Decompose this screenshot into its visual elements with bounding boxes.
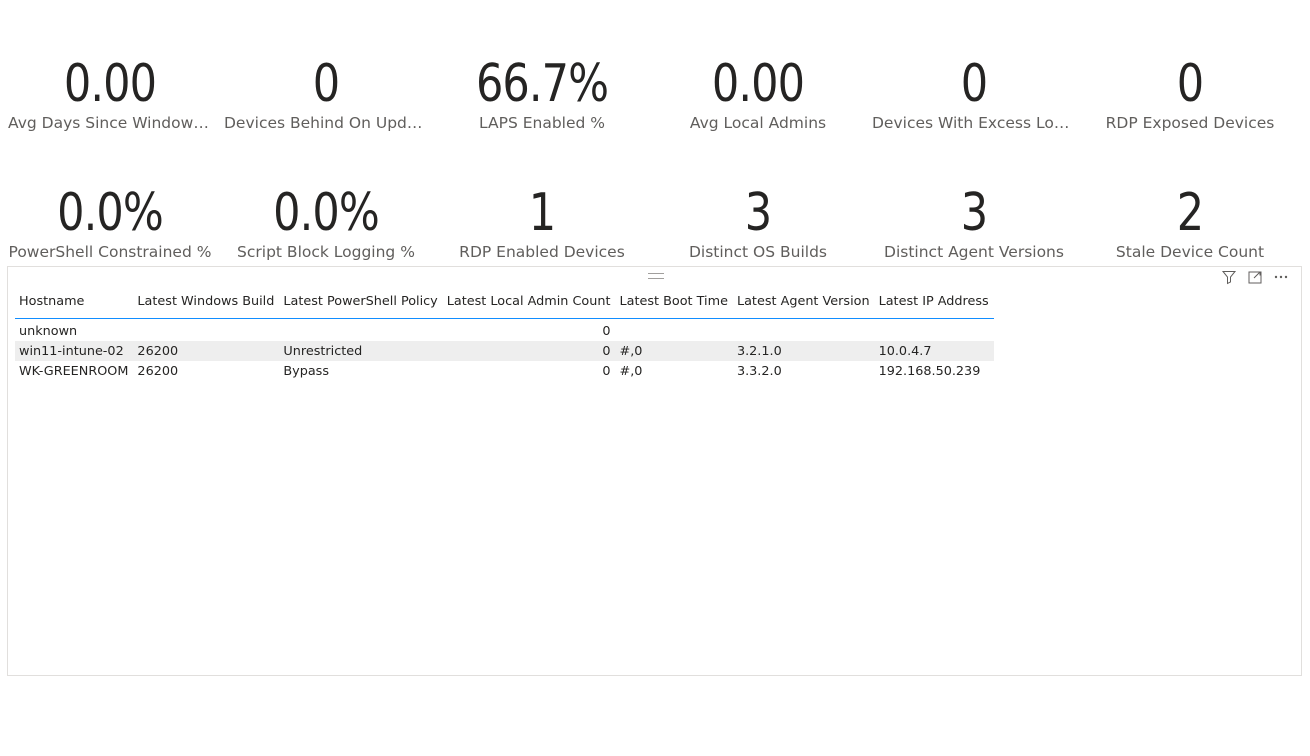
- kpi-value: 0: [960, 54, 988, 114]
- kpi-label: Avg Local Admins: [689, 114, 827, 132]
- column-header-powershell-policy[interactable]: Latest PowerShell Policy: [279, 291, 443, 319]
- kpi-label: Avg Days Since Windows...: [8, 114, 217, 132]
- table-row[interactable]: WK-GREENROOM 26200 Bypass 0 #,0 3.3.2.0 …: [15, 361, 994, 381]
- kpi-label: PowerShell Constrained %: [8, 243, 212, 261]
- kpi-value: 0: [312, 54, 340, 114]
- cell-windows-build: 26200: [137, 363, 179, 379]
- kpi-value: 2: [1176, 183, 1204, 243]
- table-row[interactable]: win11-intune-02 26200 Unrestricted 0 #,0…: [15, 341, 994, 361]
- kpi-value: 0: [1176, 54, 1204, 114]
- cell-boot-time: #,0: [615, 341, 733, 361]
- kpi-card-devices-excess-local-admins[interactable]: 0 Devices With Excess Loca...: [866, 56, 1082, 132]
- cell-local-admin-count: 0: [442, 341, 616, 361]
- kpi-value: 0.0%: [273, 183, 380, 243]
- device-table-visual[interactable]: Hostname Latest Windows Build Latest Pow…: [7, 266, 1302, 676]
- column-header-hostname[interactable]: Hostname: [15, 291, 134, 319]
- kpi-label: Script Block Logging %: [237, 243, 415, 261]
- cell-boot-time: #,0: [619, 363, 643, 379]
- cell-agent-version: 3.2.1.0: [732, 341, 875, 361]
- column-header-boot-time[interactable]: Latest Boot Time: [615, 291, 733, 319]
- kpi-value: 66.7%: [475, 54, 609, 114]
- kpi-label: Devices Behind On Upda...: [224, 114, 432, 132]
- column-header-local-admin-count[interactable]: Latest Local Admin Count: [442, 291, 616, 319]
- visual-header-toolbar: [1221, 269, 1289, 285]
- kpi-card-avg-local-admins[interactable]: 0.00 Avg Local Admins: [650, 56, 866, 132]
- drag-handle-icon[interactable]: [648, 273, 664, 279]
- cell-agent-version: [733, 319, 875, 342]
- kpi-value: 0.00: [711, 54, 805, 114]
- cell-windows-build: [133, 319, 279, 342]
- cell-powershell-policy: Unrestricted: [279, 341, 443, 361]
- kpi-label: Devices With Excess Loca...: [872, 114, 1082, 132]
- cell-hostname: WK-GREENROOM: [19, 363, 129, 379]
- column-header-windows-build[interactable]: Latest Windows Build: [133, 291, 280, 319]
- table-row[interactable]: unknown 0: [15, 319, 994, 342]
- kpi-value: 3: [960, 183, 988, 243]
- cell-local-admin-count: 0: [602, 323, 611, 339]
- cell-hostname: win11-intune-02: [15, 341, 134, 361]
- kpi-label: Distinct OS Builds: [688, 243, 827, 261]
- column-header-ip-address[interactable]: Latest IP Address: [874, 291, 994, 319]
- cell-ip-address: [875, 319, 994, 342]
- table-header-row: Hostname Latest Windows Build Latest Pow…: [15, 291, 994, 319]
- cell-ip-address: 192.168.50.239: [878, 363, 981, 379]
- kpi-value: 0.0%: [57, 183, 164, 243]
- kpi-value: 1: [528, 183, 556, 243]
- cell-ip-address: 10.0.4.7: [874, 341, 994, 361]
- kpi-label: RDP Enabled Devices: [459, 243, 625, 261]
- kpi-card-stale-device-count[interactable]: 2 Stale Device Count: [1082, 185, 1298, 261]
- kpi-card-powershell-constrained[interactable]: 0.0% PowerShell Constrained %: [2, 185, 218, 261]
- column-header-agent-version[interactable]: Latest Agent Version: [732, 291, 875, 319]
- cell-powershell-policy: Bypass: [283, 363, 330, 379]
- device-table: Hostname Latest Windows Build Latest Pow…: [15, 291, 994, 381]
- kpi-card-rdp-enabled-devices[interactable]: 1 RDP Enabled Devices: [434, 185, 650, 261]
- kpi-card-rdp-exposed-devices[interactable]: 0 RDP Exposed Devices: [1082, 56, 1298, 132]
- cell-local-admin-count: 0: [602, 363, 611, 379]
- kpi-card-laps-enabled[interactable]: 66.7% LAPS Enabled %: [434, 56, 650, 132]
- filter-icon[interactable]: [1221, 269, 1237, 285]
- cell-hostname: unknown: [19, 323, 78, 339]
- kpi-card-distinct-os-builds[interactable]: 3 Distinct OS Builds: [650, 185, 866, 261]
- kpi-value: 0.00: [63, 54, 157, 114]
- kpi-label: Stale Device Count: [1115, 243, 1265, 261]
- cell-windows-build: 26200: [133, 341, 280, 361]
- focus-mode-icon[interactable]: [1247, 269, 1263, 285]
- cell-agent-version: 3.3.2.0: [736, 363, 782, 379]
- kpi-card-avg-days-since-windows-update[interactable]: 0.00 Avg Days Since Windows...: [2, 56, 218, 132]
- cell-powershell-policy: [279, 319, 442, 342]
- kpi-value: 3: [744, 183, 772, 243]
- cell-boot-time: [615, 319, 732, 342]
- more-options-icon[interactable]: [1273, 269, 1289, 285]
- kpi-card-distinct-agent-versions[interactable]: 3 Distinct Agent Versions: [866, 185, 1082, 261]
- kpi-card-script-block-logging[interactable]: 0.0% Script Block Logging %: [218, 185, 434, 261]
- kpi-label: LAPS Enabled %: [479, 114, 605, 132]
- kpi-card-devices-behind-on-updates[interactable]: 0 Devices Behind On Upda...: [218, 56, 434, 132]
- kpi-label: Distinct Agent Versions: [884, 243, 1064, 261]
- kpi-label: RDP Exposed Devices: [1105, 114, 1275, 132]
